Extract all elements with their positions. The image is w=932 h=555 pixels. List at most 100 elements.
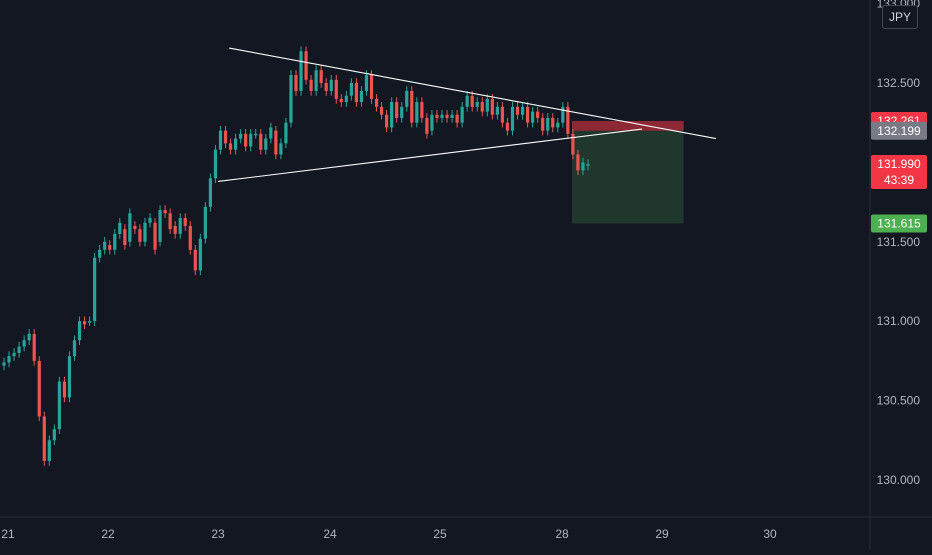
candle-body	[324, 83, 328, 91]
candle-body	[531, 111, 535, 123]
candle-body	[440, 114, 444, 118]
y-tick-label: 130.000	[877, 473, 921, 487]
candle-body	[480, 102, 484, 112]
y-tick-label: 130.500	[877, 394, 921, 408]
x-tick-label: 21	[1, 527, 15, 541]
candle-body	[314, 70, 318, 91]
candle-body	[108, 244, 112, 250]
candle-body	[410, 90, 414, 123]
candle	[42, 411, 46, 466]
candle-body	[576, 154, 580, 171]
currency-badge[interactable]: JPY	[882, 5, 918, 29]
candle	[455, 109, 459, 128]
candle	[379, 102, 384, 120]
candle-body	[525, 106, 530, 123]
candle-body	[546, 117, 550, 131]
candle-body	[369, 75, 374, 99]
candle	[163, 205, 167, 218]
candle	[239, 129, 243, 144]
candle	[490, 94, 494, 120]
candle-body	[138, 229, 142, 242]
candle-body	[561, 106, 565, 123]
candle-body	[445, 114, 449, 118]
candle	[495, 102, 499, 120]
candle	[37, 356, 41, 422]
candle-body	[359, 90, 364, 103]
candle-body	[72, 340, 77, 357]
candle	[82, 316, 87, 330]
candle-body	[571, 133, 575, 155]
candle-body	[32, 333, 36, 361]
candle	[576, 149, 580, 176]
candle-body	[7, 356, 11, 363]
price-label-value: 131.615	[877, 217, 921, 231]
candle-body	[17, 346, 21, 353]
candle	[460, 102, 464, 128]
candle	[369, 70, 374, 104]
candle-body	[213, 149, 218, 179]
candle-body	[158, 210, 162, 242]
candle	[525, 102, 530, 128]
candle-body	[500, 106, 505, 123]
candle	[385, 109, 389, 133]
y-tick-label: 131.500	[877, 235, 921, 249]
candle-body	[87, 321, 92, 323]
candle	[22, 335, 26, 352]
candle-body	[143, 222, 147, 242]
candle-body	[128, 213, 132, 242]
x-tick-label: 29	[655, 527, 669, 541]
candle	[390, 97, 394, 133]
candle	[32, 329, 36, 366]
price-label-take-profit: 131.615	[871, 214, 927, 233]
candle	[98, 244, 102, 263]
candle	[324, 78, 328, 96]
candle	[359, 86, 364, 107]
x-tick-label: 25	[433, 527, 447, 541]
candle	[12, 348, 16, 361]
candle	[445, 109, 449, 123]
candle	[123, 224, 127, 250]
candle-body	[123, 229, 127, 245]
candle	[118, 217, 122, 239]
candle-body	[47, 440, 51, 461]
candle-body	[223, 130, 228, 144]
candle	[304, 46, 308, 85]
candle-body	[163, 210, 167, 214]
price-label-entry: 132.199	[871, 121, 927, 140]
candle-body	[520, 106, 525, 115]
candle-body	[319, 70, 323, 83]
candle-body	[264, 138, 268, 150]
candle	[57, 376, 61, 434]
candle	[329, 75, 333, 96]
candle	[500, 102, 505, 128]
candle	[450, 109, 454, 123]
candle-body	[52, 429, 56, 441]
candle	[128, 208, 132, 247]
x-tick-label: 24	[323, 527, 337, 541]
candle	[410, 86, 414, 128]
candle-body	[153, 222, 157, 250]
candle	[415, 97, 419, 128]
candle	[319, 65, 323, 88]
candle-body	[98, 249, 102, 258]
upper-trendline	[229, 47, 717, 140]
candle-body	[490, 98, 494, 115]
candle-body	[556, 122, 560, 128]
candle	[178, 213, 182, 239]
candle-body	[77, 321, 82, 341]
candle	[581, 157, 585, 176]
stop-loss-zone	[572, 120, 684, 131]
candle-body	[62, 381, 67, 398]
candle	[198, 233, 202, 276]
candle	[364, 70, 369, 96]
candle-body	[133, 225, 137, 230]
candle	[440, 109, 444, 123]
candle-body	[420, 102, 424, 118]
candle	[52, 424, 56, 446]
candle-body	[405, 90, 409, 107]
candle-body	[249, 133, 253, 147]
candle	[536, 106, 540, 123]
candle	[586, 159, 590, 171]
